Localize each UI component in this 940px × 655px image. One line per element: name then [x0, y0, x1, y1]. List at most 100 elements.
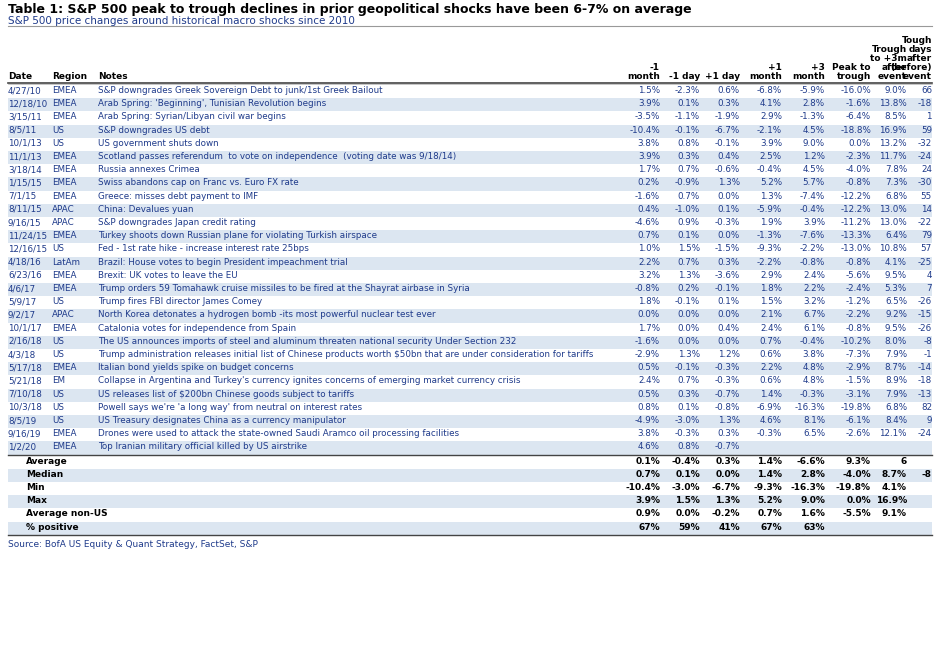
Text: days: days	[908, 45, 932, 54]
Text: Trough: Trough	[871, 45, 907, 54]
Text: Catalonia votes for independence from Spain: Catalonia votes for independence from Sp…	[98, 324, 296, 333]
Text: -6.7%: -6.7%	[712, 483, 740, 492]
Text: -5.9%: -5.9%	[800, 86, 825, 95]
Text: 0.7%: 0.7%	[678, 192, 700, 200]
Text: 0.7%: 0.7%	[635, 470, 660, 479]
Text: 57: 57	[921, 244, 932, 253]
Text: event: event	[903, 72, 932, 81]
Text: 55: 55	[921, 192, 932, 200]
Text: -6.6%: -6.6%	[796, 457, 825, 466]
Text: -0.7%: -0.7%	[714, 442, 740, 451]
Text: 1.3%: 1.3%	[760, 192, 782, 200]
Text: Turkey shoots down Russian plane for violating Turkish airspace: Turkey shoots down Russian plane for vio…	[98, 231, 377, 240]
Text: 1.4%: 1.4%	[757, 470, 782, 479]
Text: 12/16/15: 12/16/15	[8, 244, 47, 253]
Text: 5/17/18: 5/17/18	[8, 364, 42, 372]
Text: US: US	[52, 337, 64, 346]
Text: 0.0%: 0.0%	[715, 470, 740, 479]
Text: -0.8%: -0.8%	[846, 324, 871, 333]
Text: 10/3/18: 10/3/18	[8, 403, 42, 412]
Text: Date: Date	[8, 72, 32, 81]
Text: 9/16/15: 9/16/15	[8, 218, 41, 227]
Text: 1.6%: 1.6%	[800, 510, 825, 518]
Text: 4/6/17: 4/6/17	[8, 284, 36, 293]
Text: EMEA: EMEA	[52, 429, 76, 438]
Text: 1.7%: 1.7%	[638, 165, 660, 174]
Text: -5.6%: -5.6%	[846, 271, 871, 280]
Text: -18: -18	[917, 377, 932, 385]
Bar	[8, 521, 932, 534]
Text: 3/18/14: 3/18/14	[8, 165, 41, 174]
Text: 0.1%: 0.1%	[635, 457, 660, 466]
Text: % positive: % positive	[26, 523, 79, 532]
Text: -18: -18	[917, 99, 932, 108]
Text: 8.0%: 8.0%	[885, 337, 907, 346]
Text: 1/15/15: 1/15/15	[8, 178, 41, 187]
Text: -24: -24	[917, 429, 932, 438]
Text: -30: -30	[917, 178, 932, 187]
Text: -26: -26	[917, 297, 932, 306]
Text: 59: 59	[921, 126, 932, 134]
Text: -2.1%: -2.1%	[757, 126, 782, 134]
Text: 0.0%: 0.0%	[718, 337, 740, 346]
Text: 1.5%: 1.5%	[675, 496, 700, 505]
Text: 2.8%: 2.8%	[800, 470, 825, 479]
Text: 3.9%: 3.9%	[638, 99, 660, 108]
Text: 4.5%: 4.5%	[803, 165, 825, 174]
Text: 2.9%: 2.9%	[760, 113, 782, 121]
Text: -0.3%: -0.3%	[714, 377, 740, 385]
Text: 0.3%: 0.3%	[718, 257, 740, 267]
Text: -0.8%: -0.8%	[800, 257, 825, 267]
Text: 0.7%: 0.7%	[678, 165, 700, 174]
Text: -1.2%: -1.2%	[846, 297, 871, 306]
Text: 8/11/15: 8/11/15	[8, 205, 41, 214]
Bar	[8, 469, 932, 482]
Text: Brazil: House votes to begin President impeachment trial: Brazil: House votes to begin President i…	[98, 257, 348, 267]
Text: 2.8%: 2.8%	[803, 99, 825, 108]
Text: 10.8%: 10.8%	[879, 244, 907, 253]
Text: -26: -26	[917, 324, 932, 333]
Text: 0.7%: 0.7%	[760, 337, 782, 346]
Text: 0.0%: 0.0%	[718, 310, 740, 320]
Bar	[8, 124, 932, 138]
Text: Brexit: UK votes to leave the EU: Brexit: UK votes to leave the EU	[98, 271, 238, 280]
Text: 3.8%: 3.8%	[637, 139, 660, 148]
Text: Greece: misses debt payment to IMF: Greece: misses debt payment to IMF	[98, 192, 258, 200]
Text: -0.4%: -0.4%	[671, 457, 700, 466]
Text: 0.0%: 0.0%	[678, 324, 700, 333]
Text: -10.4%: -10.4%	[625, 483, 660, 492]
Text: -0.8%: -0.8%	[714, 403, 740, 412]
Text: 1.0%: 1.0%	[638, 244, 660, 253]
Text: US: US	[52, 126, 64, 134]
Text: -0.1%: -0.1%	[675, 364, 700, 372]
Text: 2.2%: 2.2%	[803, 284, 825, 293]
Text: -16.0%: -16.0%	[840, 86, 871, 95]
Text: -4.9%: -4.9%	[634, 416, 660, 425]
Text: -7.4%: -7.4%	[800, 192, 825, 200]
Text: APAC: APAC	[52, 205, 75, 214]
Text: -2.9%: -2.9%	[634, 350, 660, 359]
Text: 0.1%: 0.1%	[678, 231, 700, 240]
Text: 9.3%: 9.3%	[846, 457, 871, 466]
Text: 6.8%: 6.8%	[885, 403, 907, 412]
Text: 0.0%: 0.0%	[849, 139, 871, 148]
Text: 8.4%: 8.4%	[885, 416, 907, 425]
Text: LatAm: LatAm	[52, 257, 80, 267]
Text: 0.8%: 0.8%	[637, 403, 660, 412]
Bar	[8, 495, 932, 508]
Text: -0.3%: -0.3%	[675, 429, 700, 438]
Text: 0.2%: 0.2%	[638, 178, 660, 187]
Text: -12.2%: -12.2%	[840, 205, 871, 214]
Text: EMEA: EMEA	[52, 442, 76, 451]
Text: -1: -1	[923, 350, 932, 359]
Text: 2.5%: 2.5%	[760, 152, 782, 161]
Text: 8.5%: 8.5%	[885, 113, 907, 121]
Text: 0.6%: 0.6%	[760, 377, 782, 385]
Text: Region: Region	[52, 72, 87, 81]
Text: Trump administration releases initial list of Chinese products worth $50bn that : Trump administration releases initial li…	[98, 350, 593, 359]
Text: 4: 4	[927, 271, 932, 280]
Text: 3.9%: 3.9%	[760, 139, 782, 148]
Text: -0.1%: -0.1%	[714, 139, 740, 148]
Text: 9.0%: 9.0%	[803, 139, 825, 148]
Text: 0.5%: 0.5%	[637, 364, 660, 372]
